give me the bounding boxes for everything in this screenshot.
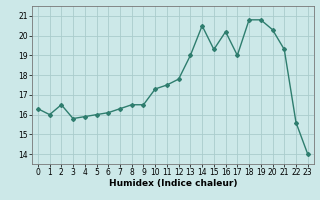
X-axis label: Humidex (Indice chaleur): Humidex (Indice chaleur) [108, 179, 237, 188]
